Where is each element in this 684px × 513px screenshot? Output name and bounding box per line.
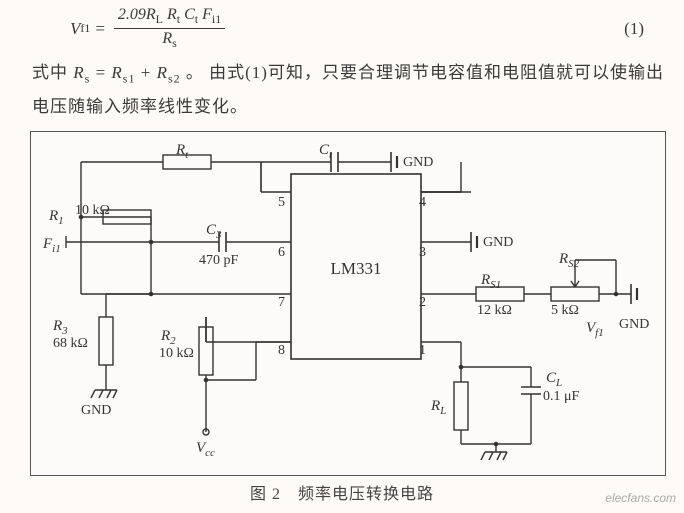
num-Rt-sub: t [177, 12, 180, 26]
R1-sub: 1 [58, 215, 64, 227]
rel-lhs-sub: s [85, 72, 91, 86]
equation-fraction: 2.09RL Rt Ct Fi1 Rs [114, 6, 225, 51]
svg-text:CL: CL [546, 370, 562, 389]
pin5-label: 5 [278, 195, 285, 210]
C3-sub: 3 [215, 229, 222, 241]
pin1-label: 1 [419, 343, 426, 358]
circuit-svg: LM331 5 Rt Ct GND 6 C3 Fi1 R1 10 [31, 132, 667, 477]
eq-lhs-var: V [70, 19, 80, 39]
rel-r2-sub: s2 [168, 72, 181, 86]
equation: Vf1 = 2.09RL Rt Ct Fi1 Rs [70, 6, 225, 51]
pin4-label: 4 [419, 195, 426, 210]
figure-caption: 图 2 频率电压转换电路 [0, 480, 684, 504]
paragraph: 式中 Rs = Rs1 + Rs2 。 由式(1)可知，只要合理调节电容值和电阻… [0, 57, 684, 122]
rel-r2: R [157, 63, 168, 82]
circuit-diagram: LM331 5 Rt Ct GND 6 C3 Fi1 R1 10 [30, 131, 666, 476]
Rs1-label: R [480, 272, 490, 288]
CL-value: 0.1 μF [543, 389, 580, 404]
chip-name-label: LM331 [331, 259, 382, 278]
R3-label: R [52, 318, 62, 334]
RL-label: R [430, 398, 440, 414]
svg-text:R2: R2 [160, 328, 176, 347]
RL-sub: L [439, 405, 446, 417]
svg-text:R1: R1 [48, 208, 64, 227]
equation-numerator: 2.09RL Rt Ct Fi1 [114, 6, 225, 29]
equation-row: Vf1 = 2.09RL Rt Ct Fi1 Rs (1) [0, 0, 684, 57]
eq-lhs-sub: f1 [80, 21, 90, 36]
den-Rs-sub: s [172, 36, 177, 50]
equation-denominator: Rs [158, 29, 180, 51]
pin2-label: 2 [419, 295, 426, 310]
num-Ct: C [184, 6, 195, 23]
R1-label: R [48, 208, 58, 224]
gnd-label-p3: GND [483, 235, 513, 250]
eq-equals: = [90, 19, 109, 39]
pin6-label: 6 [278, 245, 285, 260]
Rs2-label: R [558, 251, 568, 267]
para-prefix: 式中 [32, 63, 73, 82]
num-Ct-sub: t [195, 12, 198, 26]
Vn-sub: f1 [595, 327, 604, 339]
R2-label: R [160, 328, 170, 344]
den-Rs: R [162, 30, 172, 47]
Rt-label: R [175, 142, 185, 158]
rel-eq: = [96, 63, 112, 82]
rel-lhs: R [73, 63, 84, 82]
Fi1-sub: i1 [52, 243, 61, 255]
gnd-label-top: GND [403, 155, 433, 170]
pin3-label: 3 [419, 245, 426, 260]
watermark: elecfans.com [605, 491, 676, 505]
num-Fi1: F [202, 6, 212, 23]
svg-text:Fi1: Fi1 [42, 236, 61, 255]
num-Fi1-sub: i1 [212, 12, 221, 26]
Vcc-sub: cc [205, 447, 215, 459]
Ct-sub: t [329, 149, 333, 161]
equation-number: (1) [624, 19, 644, 39]
Rs1-value: 12 kΩ [477, 303, 512, 318]
Rs2-value: 5 kΩ [551, 303, 579, 318]
svg-text:RL: RL [430, 398, 446, 417]
svg-text:Vcc: Vcc [196, 440, 215, 459]
pin7-label: 7 [278, 295, 285, 310]
svg-text:C3: C3 [206, 222, 222, 241]
num-coeff: 2.09 [118, 6, 146, 23]
num-RL: R [146, 6, 156, 23]
num-RL-sub: L [156, 12, 163, 26]
svg-text:Vf1: Vf1 [586, 320, 604, 339]
R2-value: 10 kΩ [159, 346, 194, 361]
svg-text:Ct: Ct [319, 142, 333, 161]
rel-r1-sub: s1 [123, 72, 136, 86]
num-Rt: R [167, 6, 177, 23]
svg-text:Rt: Rt [175, 142, 189, 161]
gnd-label-rs2: GND [619, 317, 649, 332]
gnd-label-r3: GND [81, 403, 111, 418]
C3-value: 470 pF [199, 253, 239, 268]
rel-r1: R [111, 63, 122, 82]
svg-text:RS1: RS1 [480, 272, 501, 291]
pin8-label: 8 [278, 343, 285, 358]
CL-sub: L [555, 377, 562, 389]
svg-text:R3: R3 [52, 318, 68, 337]
Rs1-sub: S1 [490, 279, 501, 291]
R3-value: 68 kΩ [53, 336, 88, 351]
rel-plus: + [141, 63, 152, 82]
